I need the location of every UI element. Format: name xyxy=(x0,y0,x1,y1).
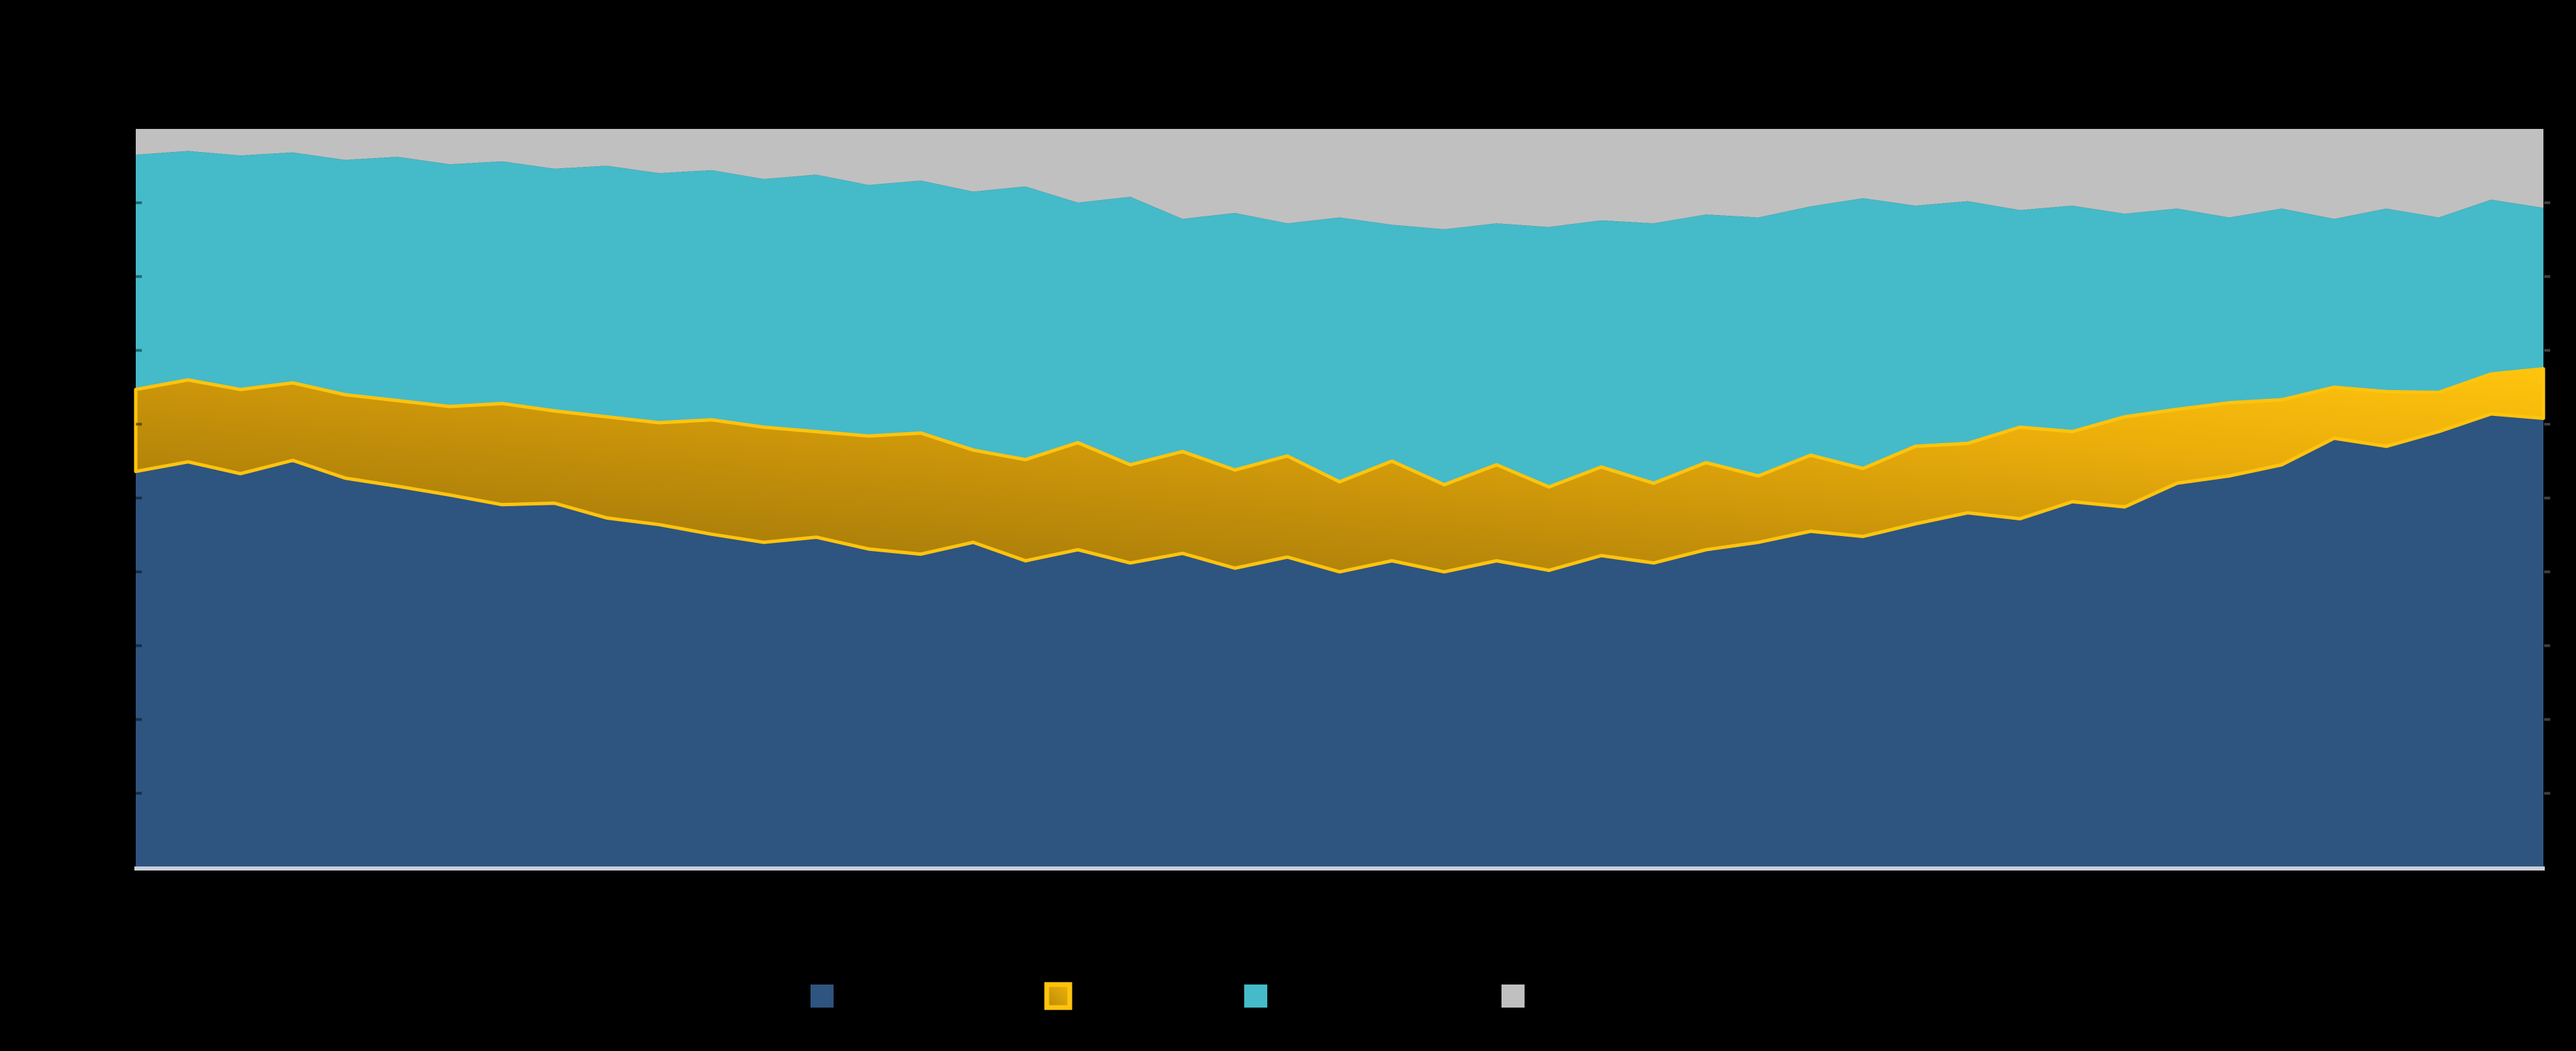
y-tick-left xyxy=(136,275,142,278)
y-tick-left xyxy=(136,644,142,647)
y-tick-right xyxy=(2544,201,2550,204)
legend xyxy=(810,982,1525,1010)
area-gold xyxy=(134,367,2545,574)
plot-areas xyxy=(134,129,2545,867)
y-tick-left xyxy=(136,349,142,352)
x-axis-baseline xyxy=(134,866,2545,871)
y-tick-left xyxy=(136,792,142,795)
area-navy xyxy=(136,414,2543,867)
legend-swatch-silver xyxy=(1501,985,1525,1008)
y-tick-right xyxy=(2544,570,2550,573)
y-axis-ticks xyxy=(136,201,2550,795)
y-tick-right xyxy=(2544,497,2550,499)
y-tick-left xyxy=(136,497,142,499)
y-tick-right xyxy=(2544,644,2550,647)
y-tick-left xyxy=(136,423,142,426)
y-tick-right xyxy=(2544,718,2550,721)
area-cyan xyxy=(136,151,2543,487)
y-tick-right xyxy=(2544,423,2550,426)
y-tick-right xyxy=(2544,792,2550,795)
y-tick-right xyxy=(2544,275,2550,278)
y-tick-left xyxy=(136,570,142,573)
y-tick-right xyxy=(2544,349,2550,352)
legend-swatch-navy xyxy=(810,985,834,1008)
legend-swatch-cyan xyxy=(1244,985,1267,1008)
legend-swatch-gold xyxy=(1044,982,1072,1010)
y-tick-left xyxy=(136,201,142,204)
y-tick-left xyxy=(136,718,142,721)
area-silver xyxy=(136,129,2543,229)
